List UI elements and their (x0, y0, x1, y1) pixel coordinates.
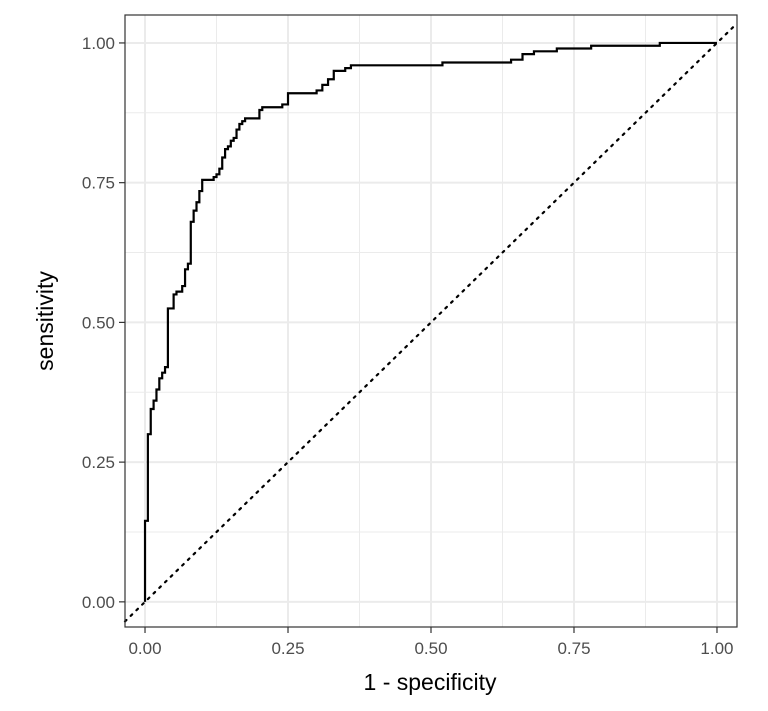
x-tick-label: 0.50 (414, 639, 447, 658)
x-tick-label: 0.75 (557, 639, 590, 658)
roc-curve (143, 41, 717, 602)
y-tick-label: 0.00 (82, 593, 115, 612)
y-tick-label: 0.50 (82, 313, 115, 332)
x-tick-label: 1.00 (700, 639, 733, 658)
x-axis-title: 1 - specificity (364, 669, 497, 695)
major-grid (125, 15, 737, 627)
y-axis-title: sensitivity (32, 271, 58, 371)
y-axis: 0.00 0.25 0.50 0.75 1.00 (82, 34, 125, 612)
y-tick-label: 1.00 (82, 34, 115, 53)
reference-diagonal (123, 22, 739, 623)
x-tick-label: 0.25 (271, 639, 304, 658)
y-tick-label: 0.25 (82, 453, 115, 472)
x-tick-label: 0.00 (128, 639, 161, 658)
x-axis: 0.00 0.25 0.50 0.75 1.00 (128, 627, 734, 658)
y-tick-label: 0.75 (82, 174, 115, 193)
